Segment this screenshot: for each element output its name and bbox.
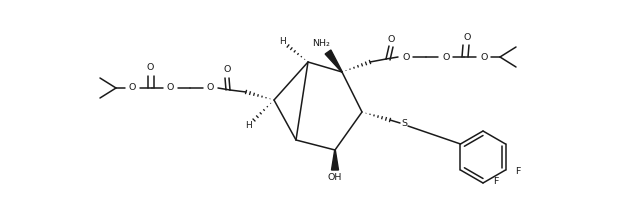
Text: O: O <box>403 53 409 61</box>
Text: H: H <box>280 36 286 46</box>
Text: OH: OH <box>328 173 342 183</box>
Text: O: O <box>207 84 213 92</box>
Polygon shape <box>332 150 339 170</box>
Text: O: O <box>146 64 154 73</box>
Polygon shape <box>325 50 342 72</box>
Text: O: O <box>480 53 488 61</box>
Text: O: O <box>463 32 471 42</box>
Text: F: F <box>493 177 498 186</box>
Text: O: O <box>128 84 136 92</box>
Text: S: S <box>401 120 407 128</box>
Text: F: F <box>516 167 521 177</box>
Text: O: O <box>223 66 231 74</box>
Text: NH₂: NH₂ <box>312 39 330 47</box>
Text: O: O <box>443 53 449 61</box>
Text: O: O <box>167 84 173 92</box>
Text: H: H <box>245 121 252 131</box>
Text: O: O <box>387 35 394 43</box>
